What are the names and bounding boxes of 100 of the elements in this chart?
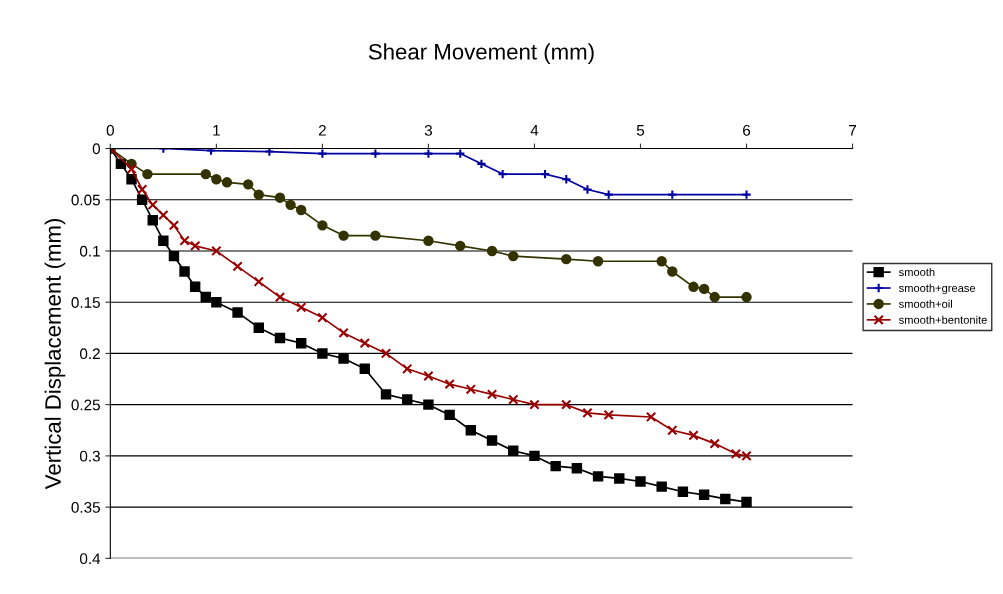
point [274, 332, 286, 344]
chart-title: Shear Movement (mm) [368, 43, 594, 64]
point [338, 230, 349, 241]
point [211, 245, 222, 257]
x-tick-label: 5 [636, 125, 645, 136]
point [338, 327, 349, 339]
point [158, 235, 169, 246]
point [402, 363, 413, 375]
point [423, 148, 434, 159]
point [380, 348, 392, 359]
point [656, 256, 667, 267]
point [274, 291, 286, 303]
point [688, 430, 699, 441]
point [582, 407, 593, 419]
legend-label: smooth [898, 267, 935, 277]
x-tick-label: 6 [743, 124, 751, 136]
point [444, 378, 455, 390]
point [635, 476, 646, 487]
y-tick-label: 0.15 [71, 297, 100, 308]
point [253, 322, 264, 334]
point [317, 220, 328, 231]
point [741, 189, 752, 200]
point [529, 450, 540, 462]
point [592, 256, 604, 267]
y-tick-label: 0.05 [71, 194, 100, 206]
point [709, 291, 720, 303]
point [295, 337, 307, 349]
point [179, 235, 190, 246]
point [253, 189, 264, 200]
point [158, 209, 169, 221]
point [232, 261, 243, 272]
legend-label: smooth+bentonite [898, 315, 987, 324]
point [677, 486, 689, 497]
point [592, 471, 604, 482]
y-tick-label: 0.4 [79, 553, 101, 565]
point [189, 240, 201, 252]
x-tick-label: 0 [106, 124, 114, 136]
point [142, 168, 153, 180]
point [295, 204, 307, 216]
point [508, 445, 519, 456]
point [508, 394, 519, 405]
point [136, 194, 148, 205]
point [211, 174, 222, 185]
point [667, 425, 678, 436]
point [561, 399, 572, 410]
point [465, 425, 477, 436]
point [285, 199, 296, 211]
point [380, 389, 392, 400]
point [455, 240, 466, 252]
point [147, 215, 158, 226]
y-tick-label: 0 [92, 143, 101, 155]
point [242, 179, 254, 190]
point [359, 363, 371, 375]
point [645, 411, 657, 423]
y-axis-title: Vertical Displacement (mm) [44, 218, 66, 490]
point [667, 266, 678, 277]
x-tick-label: 4 [530, 125, 539, 136]
point [508, 250, 519, 262]
point [688, 281, 699, 293]
point [402, 394, 413, 405]
point [709, 438, 720, 449]
y-tick-label: 0.35 [71, 502, 100, 513]
y-tick-label: 0.2 [79, 348, 100, 360]
point [720, 493, 731, 505]
point [698, 489, 710, 501]
point [656, 481, 667, 492]
point [168, 250, 180, 262]
legend-label: smooth+oil [898, 299, 952, 308]
point [253, 276, 264, 287]
point [317, 348, 328, 359]
point [189, 281, 201, 293]
point [221, 177, 233, 188]
point [486, 389, 498, 400]
point [741, 496, 752, 508]
point [465, 384, 477, 395]
legend-label: smooth+grease [898, 283, 976, 295]
x-tick-label: 1 [213, 125, 220, 136]
point [423, 235, 434, 246]
y-tick-label: 0.3 [79, 450, 100, 462]
point [698, 283, 710, 295]
point [359, 337, 371, 349]
y-tick-label: 0.1 [79, 245, 100, 257]
point [179, 266, 190, 277]
point [561, 253, 572, 265]
point [571, 462, 583, 474]
point [338, 353, 349, 364]
point [317, 148, 328, 159]
point [603, 409, 614, 421]
point [486, 245, 498, 257]
point [444, 409, 455, 421]
point [232, 307, 243, 318]
point [614, 473, 625, 484]
point [200, 291, 211, 303]
point [211, 296, 222, 308]
point [295, 302, 307, 313]
point [147, 199, 158, 211]
point [550, 460, 561, 472]
point [582, 184, 593, 195]
x-tick-label: 3 [424, 124, 432, 136]
point [136, 184, 148, 195]
